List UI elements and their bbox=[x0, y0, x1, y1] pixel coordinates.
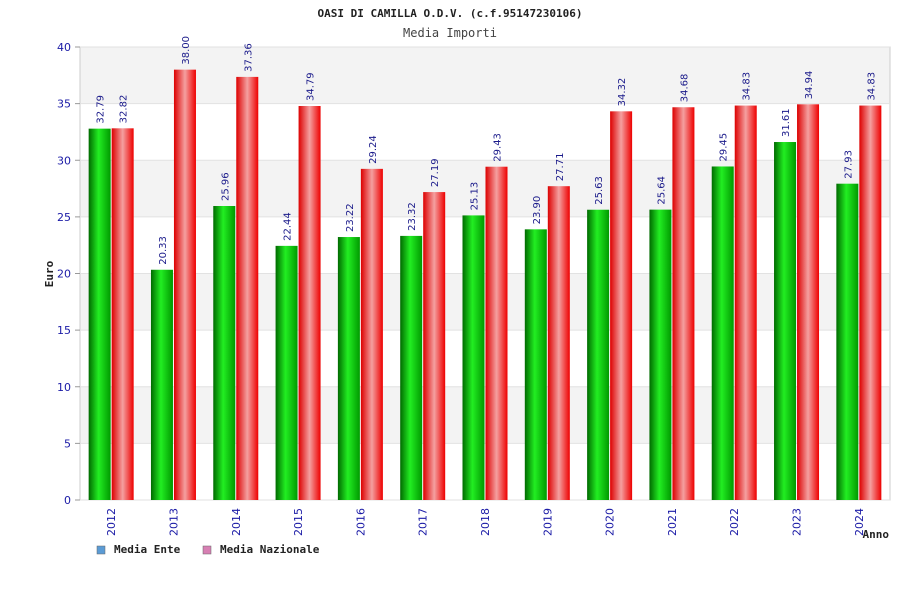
x-tick-label-2018: 2018 bbox=[479, 508, 492, 536]
x-axis-label: Anno bbox=[863, 528, 890, 541]
bar-media-nazionale-2020 bbox=[610, 111, 633, 501]
y-tick-label: 10 bbox=[57, 381, 71, 394]
x-axis-ticks: 2012 2013 2014 2015 2016 2017 2018 2019 2020 2021… bbox=[105, 508, 866, 536]
bar-media-nazionale-2022 bbox=[734, 105, 757, 501]
data-label-media-ente-2020: 25.63 bbox=[594, 176, 605, 205]
legend-swatch-media-nazionale bbox=[202, 545, 212, 555]
data-label-media-nazionale-2017: 27.19 bbox=[430, 158, 441, 187]
data-label-media-ente-2023: 31.61 bbox=[781, 108, 792, 137]
x-tick-label-2013: 2013 bbox=[167, 508, 180, 536]
bar-media-nazionale-2017 bbox=[423, 192, 446, 501]
bar-media-nazionale-2018 bbox=[485, 166, 508, 500]
data-label-media-ente-2018: 25.13 bbox=[470, 182, 481, 211]
legend: Media Ente Media Nazionale bbox=[96, 543, 320, 556]
y-tick-label: 25 bbox=[57, 211, 71, 224]
data-label-media-nazionale-2015: 34.79 bbox=[306, 72, 317, 101]
x-tick-label-2020: 2020 bbox=[604, 508, 617, 536]
x-tick-label-2021: 2021 bbox=[666, 508, 679, 536]
grid-band bbox=[80, 273, 890, 331]
x-tick-label-2012: 2012 bbox=[105, 508, 118, 536]
chart-subtitle: Media Importi bbox=[403, 26, 497, 40]
bar-media-ente-2014 bbox=[213, 206, 236, 501]
data-label-media-ente-2017: 23.32 bbox=[407, 202, 418, 231]
bar-media-ente-2016 bbox=[337, 237, 360, 500]
x-tick-label-2023: 2023 bbox=[791, 508, 804, 536]
legend-label-media-nazionale: Media Nazionale bbox=[220, 543, 320, 556]
data-label-media-ente-2015: 22.44 bbox=[283, 212, 294, 241]
legend-swatch-media-ente bbox=[96, 545, 106, 555]
y-tick-label: 0 bbox=[64, 494, 71, 507]
x-tick-label-2016: 2016 bbox=[354, 508, 367, 536]
data-labels: 32.79 32.82 20.33 38.00 25.96 37.36 22.44 34.79… bbox=[96, 36, 878, 265]
x-tick-label-2022: 2022 bbox=[728, 508, 741, 536]
grid-band bbox=[80, 160, 890, 217]
bar-media-ente-2023 bbox=[774, 142, 797, 500]
bar-media-ente-2012 bbox=[88, 128, 111, 500]
y-axis-label: Euro bbox=[43, 260, 56, 287]
y-tick-label: 35 bbox=[57, 98, 71, 111]
x-tick-label-2014: 2014 bbox=[230, 508, 243, 536]
data-label-media-ente-2012: 32.79 bbox=[96, 95, 107, 124]
data-label-media-nazionale-2021: 34.68 bbox=[679, 74, 690, 103]
data-label-media-ente-2024: 27.93 bbox=[843, 150, 854, 179]
data-label-media-nazionale-2023: 34.94 bbox=[804, 71, 815, 100]
y-tick-label: 5 bbox=[64, 437, 71, 450]
x-tick-label-2017: 2017 bbox=[417, 508, 430, 536]
grid-band bbox=[80, 386, 890, 444]
data-label-media-nazionale-2020: 34.32 bbox=[617, 78, 628, 107]
bar-media-ente-2020 bbox=[587, 209, 610, 501]
data-label-media-ente-2013: 20.33 bbox=[158, 236, 169, 265]
y-tick-label: 20 bbox=[57, 268, 71, 281]
bar-media-ente-2017 bbox=[400, 235, 423, 500]
data-label-media-nazionale-2016: 29.24 bbox=[368, 135, 379, 164]
chart-title: OASI DI CAMILLA O.D.V. (c.f.95147230106) bbox=[318, 7, 583, 20]
bar-media-nazionale-2021 bbox=[672, 107, 695, 501]
bar-media-ente-2021 bbox=[649, 209, 672, 500]
data-label-media-ente-2014: 25.96 bbox=[220, 172, 231, 201]
y-axis-ticks: 0 5 10 15 20 25 30 35 40 bbox=[57, 41, 80, 507]
data-label-media-nazionale-2022: 34.83 bbox=[742, 72, 753, 101]
bar-media-nazionale-2019 bbox=[547, 186, 570, 500]
data-label-media-ente-2022: 29.45 bbox=[719, 133, 730, 162]
data-label-media-nazionale-2013: 38.00 bbox=[181, 36, 192, 65]
bar-media-nazionale-2016 bbox=[360, 168, 383, 500]
bar-media-nazionale-2024 bbox=[859, 105, 882, 501]
bar-media-ente-2018 bbox=[462, 215, 485, 500]
data-label-media-ente-2021: 25.64 bbox=[656, 176, 667, 205]
bar-media-ente-2013 bbox=[150, 269, 173, 500]
data-label-media-nazionale-2019: 27.71 bbox=[555, 153, 566, 182]
data-label-media-nazionale-2012: 32.82 bbox=[119, 95, 130, 124]
x-tick-label-2019: 2019 bbox=[541, 508, 554, 536]
y-tick-label: 30 bbox=[57, 154, 71, 167]
legend-label-media-ente: Media Ente bbox=[114, 543, 181, 556]
bar-media-ente-2015 bbox=[275, 245, 298, 500]
bar-media-nazionale-2014 bbox=[236, 76, 259, 500]
bars bbox=[88, 69, 882, 501]
x-tick-label-2015: 2015 bbox=[292, 508, 305, 536]
data-label-media-ente-2019: 23.90 bbox=[532, 196, 543, 225]
bar-media-ente-2022 bbox=[711, 166, 734, 500]
y-tick-label: 15 bbox=[57, 324, 71, 337]
bar-media-nazionale-2013 bbox=[173, 69, 196, 501]
data-label-media-nazionale-2014: 37.36 bbox=[243, 43, 254, 72]
x-tick-label-2024: 2024 bbox=[853, 508, 866, 536]
bar-media-nazionale-2012 bbox=[111, 128, 134, 500]
data-label-media-nazionale-2018: 29.43 bbox=[493, 133, 504, 162]
grid-band bbox=[80, 47, 890, 104]
data-label-media-nazionale-2024: 34.83 bbox=[866, 72, 877, 101]
bar-media-ente-2024 bbox=[836, 183, 859, 500]
bar-media-nazionale-2015 bbox=[298, 106, 321, 501]
y-tick-label: 40 bbox=[57, 41, 71, 54]
data-label-media-ente-2016: 23.22 bbox=[345, 203, 356, 232]
bar-media-ente-2019 bbox=[524, 229, 547, 500]
bar-media-nazionale-2023 bbox=[797, 104, 820, 500]
